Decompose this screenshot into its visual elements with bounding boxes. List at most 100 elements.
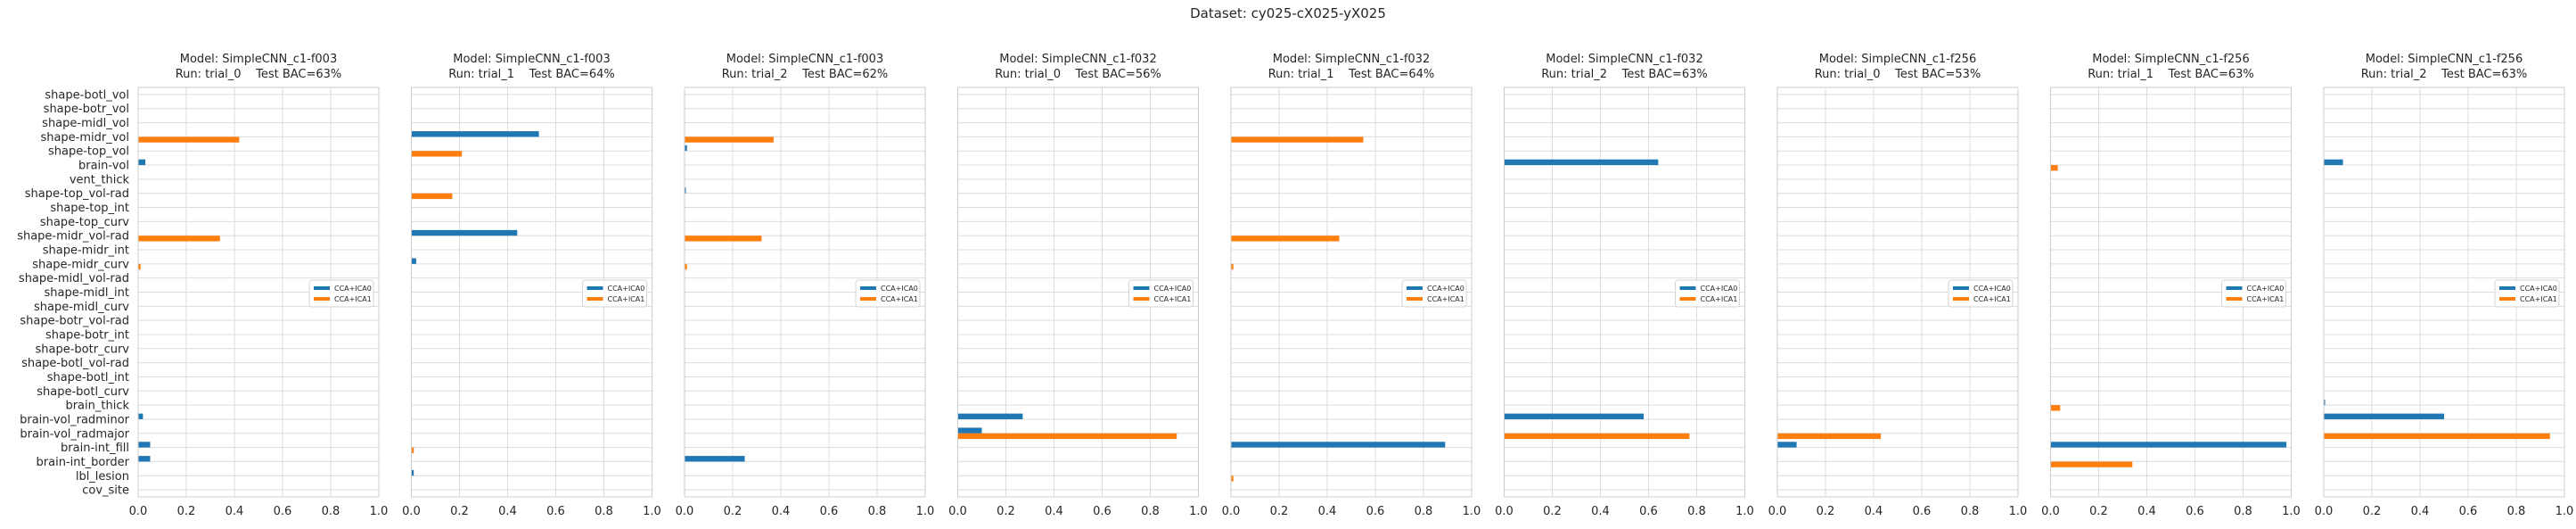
x-tick-label: 1.0 bbox=[1189, 505, 1208, 518]
x-tick-label: 0.4 bbox=[226, 505, 244, 518]
bar-ica0 bbox=[138, 159, 146, 166]
x-tick-label: 1.0 bbox=[2009, 505, 2028, 518]
x-tick-label: 1.0 bbox=[1735, 505, 1754, 518]
x-tick-label: 0.6 bbox=[1093, 505, 1112, 518]
chart-panel-3: Model: SimpleCNN_c1-f003 Run: trial_2 Tes… bbox=[676, 53, 935, 518]
y-tick-label: shape-botr_int bbox=[45, 328, 129, 342]
plot-frame bbox=[2050, 87, 2292, 498]
bar-ica0 bbox=[1504, 159, 1659, 166]
y-tick-label: lbl_lesion bbox=[76, 470, 129, 484]
bar-ica0 bbox=[411, 229, 518, 236]
legend-label: CCA+ICA0 bbox=[334, 285, 372, 293]
legend-label: CCA+ICA1 bbox=[1973, 295, 2011, 303]
x-tick-label: 1.0 bbox=[643, 505, 661, 518]
bar-ica1 bbox=[685, 236, 762, 242]
plot-frame bbox=[684, 87, 926, 498]
bar-ica0 bbox=[2324, 399, 2326, 406]
y-tick-label: shape-botr_curv bbox=[36, 343, 130, 356]
chart-subtitle: Run: trial_2 Test BAC=63% bbox=[2361, 68, 2528, 81]
x-tick-label: 0.6 bbox=[274, 505, 292, 518]
legend: CCA+ICA0 CCA+ICA1 bbox=[2494, 279, 2560, 308]
x-tick-label: 0.8 bbox=[1141, 505, 1160, 518]
bar-ica1 bbox=[685, 136, 774, 143]
y-tick-label: brain-vol_radmajor bbox=[20, 427, 129, 441]
plot-frame bbox=[411, 87, 652, 498]
x-tick-label: 0.8 bbox=[1687, 505, 1706, 518]
x-tick-label: 0.4 bbox=[2137, 505, 2156, 518]
x-tick-label: 0.4 bbox=[1865, 505, 1883, 518]
bar-ica0 bbox=[138, 442, 151, 448]
bar-ica0 bbox=[957, 427, 982, 434]
x-tick-label: 0.2 bbox=[997, 505, 1015, 518]
x-tick-label: 0.0 bbox=[948, 505, 967, 518]
y-tick-label: brain-int_border bbox=[37, 456, 130, 469]
legend: CCA+ICA0 CCA+ICA1 bbox=[1128, 279, 1194, 308]
y-tick-label: brain-int_fill bbox=[61, 442, 129, 455]
chart-title: Model: SimpleCNN_c1-f032 bbox=[1546, 53, 1702, 66]
y-tick-label: shape-top_int bbox=[50, 202, 129, 215]
legend-label: CCA+ICA0 bbox=[2520, 285, 2557, 293]
plot-frame bbox=[137, 87, 380, 498]
bar-ica1 bbox=[1231, 475, 1234, 482]
chart-title: Model: SimpleCNN_c1-f032 bbox=[999, 53, 1156, 66]
y-tick-label: shape-botl_vol bbox=[45, 88, 129, 102]
bar-ica1 bbox=[957, 433, 1177, 440]
panels: Model: SimpleCNN_c1-f003 Run: trial_0 Tes… bbox=[17, 53, 2573, 518]
bar-ica1 bbox=[1231, 236, 1340, 242]
bar-ica0 bbox=[2324, 159, 2343, 166]
x-tick-label: 0.0 bbox=[2315, 505, 2334, 518]
y-tick-label: shape-top_vol bbox=[48, 145, 129, 159]
legend-label: CCA+ICA1 bbox=[334, 295, 372, 303]
legend-label: CCA+ICA1 bbox=[2520, 295, 2557, 303]
x-tick-label: 0.6 bbox=[1639, 505, 1658, 518]
y-tick-label: shape-midr_curv bbox=[32, 258, 129, 271]
legend: CCA+ICA0 CCA+ICA1 bbox=[308, 279, 374, 308]
chart-subtitle: Run: trial_1 Test BAC=63% bbox=[2088, 68, 2254, 81]
chart-subtitle: Run: trial_0 Test BAC=53% bbox=[1815, 68, 1981, 81]
bar-ica0 bbox=[2324, 413, 2444, 419]
legend-label: CCA+ICA1 bbox=[1701, 295, 1738, 303]
bar-ica1 bbox=[2050, 461, 2133, 467]
legend-label: CCA+ICA0 bbox=[1427, 285, 1464, 293]
x-tick-label: 0.6 bbox=[1366, 505, 1385, 518]
y-tick-label: shape-midr_vol-rad bbox=[17, 230, 129, 244]
y-tick-label: shape-midl_curv bbox=[34, 301, 129, 314]
legend-label: CCA+ICA1 bbox=[608, 295, 645, 303]
bar-ica0 bbox=[411, 131, 539, 137]
chart-subtitle: Run: trial_1 Test BAC=64% bbox=[448, 68, 615, 81]
chart-panel-9: Model: SimpleCNN_c1-f256 Run: trial_2 Tes… bbox=[2315, 53, 2574, 518]
y-tick-label: brain_thick bbox=[65, 400, 129, 413]
legend-label: CCA+ICA0 bbox=[1701, 285, 1738, 293]
chart-title: Model: SimpleCNN_c1-f032 bbox=[1273, 53, 1430, 66]
y-tick-label: shape-midl_vol bbox=[42, 117, 129, 130]
bar-ica0 bbox=[1777, 442, 1797, 448]
bar-ica1 bbox=[2050, 165, 2058, 171]
bar-ica1 bbox=[685, 263, 687, 270]
x-tick-label: 0.8 bbox=[1961, 505, 1980, 518]
chart-subtitle: Run: trial_0 Test BAC=63% bbox=[176, 68, 342, 81]
bar-ica1 bbox=[138, 263, 141, 270]
x-tick-label: 0.4 bbox=[1318, 505, 1337, 518]
x-tick-label: 0.8 bbox=[322, 505, 340, 518]
y-tick-label: brain-vol_radminor bbox=[20, 413, 130, 426]
bar-ica1 bbox=[411, 447, 414, 453]
bar-ica0 bbox=[2050, 442, 2287, 448]
x-tick-label: 0.4 bbox=[498, 505, 517, 518]
x-tick-label: 0.2 bbox=[1543, 505, 1562, 518]
legend-label: CCA+ICA1 bbox=[2247, 295, 2285, 303]
x-tick-label: 1.0 bbox=[2282, 505, 2301, 518]
legend-label: CCA+ICA1 bbox=[1427, 295, 1464, 303]
bar-ica0 bbox=[1231, 442, 1446, 448]
chart-panel-5: Model: SimpleCNN_c1-f032 Run: trial_1 Tes… bbox=[1222, 53, 1481, 518]
y-tick-label: shape-top_vol-rad bbox=[25, 187, 129, 201]
x-tick-label: 0.8 bbox=[1415, 505, 1433, 518]
bar-ica0 bbox=[138, 413, 144, 419]
chart-title: Model: SimpleCNN_c1-f256 bbox=[1819, 53, 1976, 66]
figure-suptitle: Dataset: cy025-cX025-yX025 bbox=[1190, 5, 1386, 21]
x-tick-label: 0.0 bbox=[2041, 505, 2060, 518]
y-tick-label: shape-botr_vol bbox=[44, 103, 129, 116]
x-tick-label: 0.8 bbox=[2234, 505, 2252, 518]
chart-panel-2: Model: SimpleCNN_c1-f003 Run: trial_1 Tes… bbox=[402, 53, 661, 518]
